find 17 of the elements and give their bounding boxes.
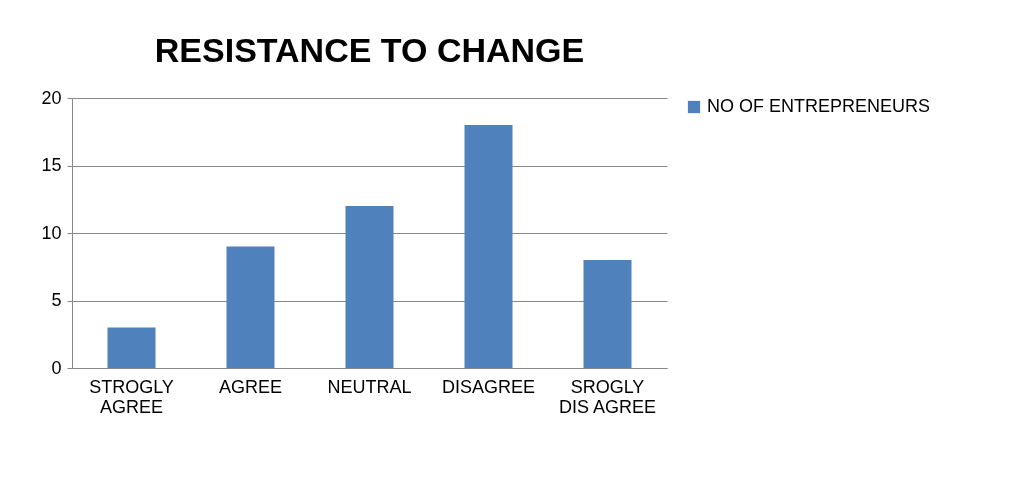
bar — [107, 327, 156, 368]
chart-title: RESISTANCE TO CHANGE — [154, 31, 585, 69]
bar — [345, 206, 394, 368]
bar — [226, 246, 275, 368]
x-tick-label: NEUTRAL — [327, 376, 412, 397]
y-tick-label: 5 — [51, 290, 62, 310]
legend-label: NO OF ENTREPRENEURS — [707, 96, 931, 116]
x-tick-label: SROGLY DIS AGREE — [558, 376, 657, 417]
y-tick-label: 15 — [41, 155, 62, 175]
x-tick-label: STROGLY AGREE — [89, 376, 174, 417]
bar — [464, 125, 513, 368]
x-tick-label: AGREE — [218, 376, 283, 397]
y-tick-label: 10 — [41, 222, 62, 243]
x-tick-label: DISAGREE — [441, 376, 536, 397]
y-tick-label: 20 — [41, 87, 62, 108]
y-tick-label: 0 — [51, 357, 62, 378]
bar — [583, 260, 632, 368]
